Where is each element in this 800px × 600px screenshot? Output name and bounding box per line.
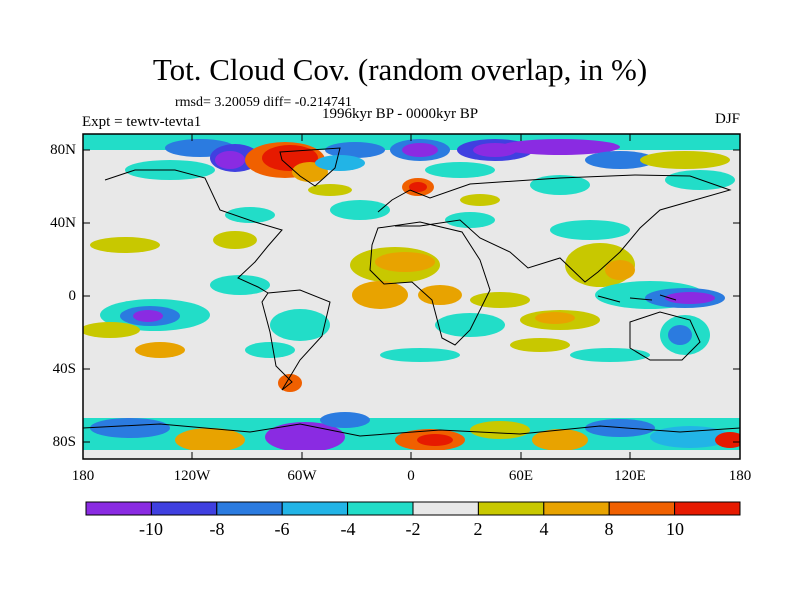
colorbar-label: -6 — [274, 519, 290, 539]
lon-label-120w: 120W — [173, 468, 211, 484]
stats-text: rmsd= 3.20059 diff= -0.214741 — [175, 95, 352, 110]
lat-label-80n: 80N — [50, 142, 76, 158]
map-plot-area — [83, 134, 740, 459]
colorbar-label: 2 — [473, 519, 483, 539]
colorbar-box-8 — [543, 501, 610, 516]
lon-label-180w: 180 — [71, 468, 95, 484]
colorbar-box-4 — [281, 501, 349, 516]
colorbar-box-6 — [412, 501, 479, 516]
north-america-coast — [104, 169, 283, 294]
arctic-anomalies — [83, 134, 740, 240]
colorbar-box-5 — [347, 501, 414, 516]
axis-ticks — [83, 134, 740, 459]
antarctica-coast — [83, 423, 740, 437]
colorbar-box-9 — [608, 501, 676, 516]
colorbar-box-2 — [150, 501, 218, 516]
maritime-continent-coast — [597, 294, 677, 303]
colorbar-box-7 — [477, 501, 545, 516]
lon-label-0: 0 — [407, 468, 415, 484]
colorbar-box-1 — [85, 501, 152, 516]
eurasia-coast — [377, 174, 732, 283]
coastlines — [83, 147, 740, 437]
colorbar-label: 10 — [666, 519, 684, 539]
colorbar — [85, 501, 741, 516]
colorbar-box-10 — [674, 501, 741, 516]
greenland-coast — [279, 147, 341, 187]
season-label: DJF — [714, 111, 740, 127]
colorbar-label: -2 — [405, 519, 421, 539]
lat-label-40n: 40N — [50, 215, 76, 231]
lon-label-60e: 60E — [508, 468, 534, 484]
lon-label-180e: 180 — [728, 468, 752, 484]
period-text: 1996kyr BP - 0000kyr BP — [321, 106, 479, 122]
lon-label-120e: 120E — [614, 468, 646, 484]
lat-label-40s: 40S — [52, 361, 76, 377]
south-america-coast — [261, 289, 331, 391]
colorbar-box-3 — [216, 501, 283, 516]
colorbar-label: -4 — [340, 519, 356, 539]
experiment-label: Expt = tewtv-tevta1 — [82, 114, 202, 130]
australia-coast — [629, 311, 701, 361]
colorbar-label: 4 — [539, 519, 549, 539]
colorbar-label: 8 — [604, 519, 614, 539]
africa-coast — [369, 221, 491, 346]
colorbar-label: -10 — [139, 519, 163, 539]
antarctic-anomalies — [83, 412, 740, 459]
lat-label-0: 0 — [68, 288, 77, 304]
map-title: Tot. Cloud Cov. (random overlap, in %) — [152, 52, 648, 87]
lon-label-60w: 60W — [287, 468, 317, 484]
colorbar-label: -8 — [209, 519, 225, 539]
lat-label-80s: 80S — [52, 434, 76, 450]
